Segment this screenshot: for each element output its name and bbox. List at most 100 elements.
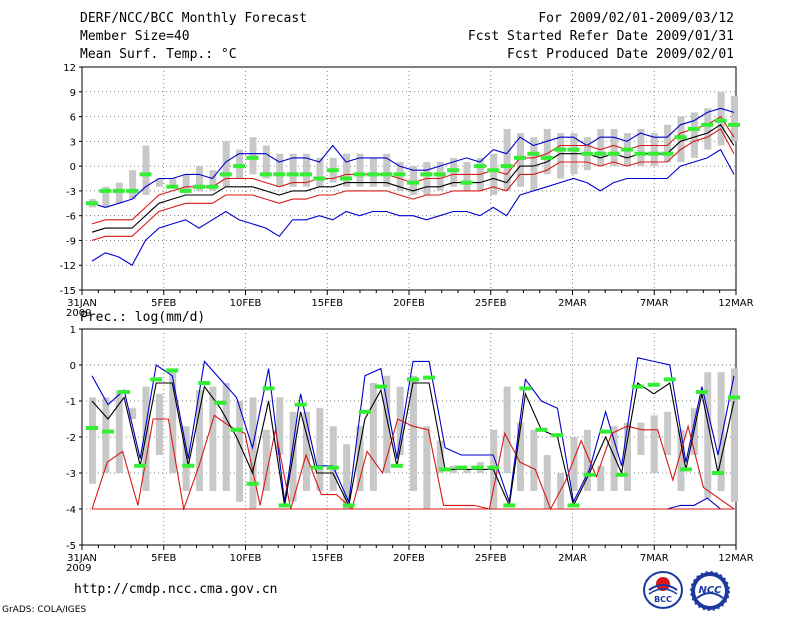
prec-range-box — [597, 465, 605, 491]
prec-outer-low-line — [92, 497, 734, 510]
temp-observed-mark — [99, 188, 112, 193]
temp-observed-mark — [500, 164, 513, 169]
prec-observed-mark — [663, 377, 676, 382]
temp-observed-mark — [580, 151, 593, 156]
temp-observed-mark — [126, 188, 139, 193]
prec-range-box — [356, 426, 364, 491]
bcc-logo: BCC — [641, 570, 685, 610]
temp-ytick-label: 12 — [63, 63, 76, 74]
temp-observed-mark — [366, 172, 379, 177]
temp-range-box — [262, 145, 270, 179]
prec-range-box — [236, 401, 244, 502]
prec-observed-mark — [599, 429, 612, 434]
temp-range-box — [276, 153, 284, 187]
prec-observed-mark — [310, 465, 323, 470]
temp-xtick-label: 20FEB — [393, 298, 425, 309]
temp-observed-mark — [634, 151, 647, 156]
prec-observed-mark — [423, 375, 436, 380]
temp-observed-mark — [554, 147, 567, 152]
temp-observed-mark — [447, 168, 460, 173]
prec-range-box — [677, 429, 685, 491]
temp-observed-mark — [246, 155, 259, 160]
temp-range-box — [517, 133, 524, 187]
temp-observed-mark — [594, 151, 607, 156]
temp-observed-mark — [647, 151, 660, 156]
prec-observed-mark — [583, 472, 596, 477]
prec-range-box — [209, 386, 217, 491]
website-url[interactable]: http://cmdp.ncc.cma.gov.cn — [74, 582, 278, 597]
prec-range-box — [142, 386, 150, 491]
temp-range-box — [543, 128, 551, 175]
temp-observed-mark — [701, 122, 714, 127]
temp-range-box — [503, 128, 511, 191]
temp-range-box — [129, 170, 137, 200]
prec-observed-mark — [262, 386, 275, 391]
temp-observed-mark — [206, 184, 219, 189]
temp-range-box — [169, 178, 177, 187]
prec-range-box — [249, 397, 257, 509]
prec-range-box — [329, 426, 337, 491]
temp-range-box — [664, 124, 672, 162]
prec-observed-mark — [182, 463, 195, 468]
temp-range-box — [155, 178, 163, 187]
temp-range-box — [690, 112, 698, 158]
temp-observed-mark — [300, 172, 312, 177]
temp-range-box — [383, 153, 391, 187]
temp-range-box — [209, 170, 217, 191]
temp-observed-mark — [621, 147, 633, 152]
member-size: Member Size=40 — [80, 29, 190, 44]
bcc-logo-text: BCC — [654, 595, 672, 604]
temp-observed-mark — [179, 188, 192, 193]
temp-range-box — [530, 137, 538, 191]
prec-range-box — [303, 411, 310, 491]
prec-xtick-label: 15FEB — [311, 553, 343, 564]
prec-observed-mark — [374, 384, 387, 389]
prec-range-box — [530, 429, 538, 491]
prec-xtick-label: 10FEB — [230, 553, 262, 564]
prec-range-box — [503, 386, 511, 473]
prec-observed-mark — [358, 409, 371, 414]
temp-observed-mark — [407, 180, 419, 185]
temp-observed-mark — [340, 176, 353, 181]
prec-xtick-label: 31JAN — [67, 553, 97, 564]
prec-range-box — [664, 411, 672, 455]
prec-range-box — [436, 440, 444, 473]
prec-xtick-label: 7MAR — [640, 553, 669, 564]
prec-observed-mark — [246, 481, 259, 486]
temp-range-box — [650, 133, 658, 167]
temp-xtick-label: 2MAR — [558, 298, 587, 309]
temp-observed-mark — [380, 172, 393, 177]
prec-observed-mark — [711, 471, 724, 475]
prec-xtick-label: 5FEB — [151, 553, 176, 564]
prec-range-box — [383, 375, 391, 473]
prec-outer-high-line — [91, 357, 735, 504]
prec-range-box — [637, 422, 645, 455]
temp-observed-mark — [353, 172, 366, 177]
temp-range-box — [490, 153, 498, 196]
prec-observed-mark — [679, 467, 692, 472]
temp-xtick-label: 31JAN — [67, 298, 97, 309]
temp-observed-mark — [286, 172, 299, 177]
prec-observed-mark — [567, 503, 580, 508]
prec-observed-mark — [278, 503, 291, 508]
prec-ytick-label: -5 — [66, 541, 76, 552]
prec-observed-mark — [455, 465, 468, 470]
prec-observed-mark — [198, 381, 211, 385]
prec-range-box — [129, 408, 137, 419]
prec-observed-mark — [519, 386, 532, 391]
prec-observed-mark — [695, 390, 708, 394]
forecast-period: For 2009/02/01-2009/03/12 — [538, 11, 734, 26]
temp-range-box — [677, 116, 685, 162]
temp-ytick-label: 0 — [70, 162, 76, 173]
prec-observed-mark — [390, 463, 403, 468]
temp-outer-high-line — [91, 107, 735, 208]
prec-range-box — [182, 426, 190, 491]
prec-xtick-label: 25FEB — [475, 553, 507, 564]
temp-range-box — [236, 149, 244, 179]
temp-observed-mark — [514, 155, 526, 160]
temp-ytick-label: 6 — [70, 113, 76, 124]
prec-range-box — [517, 422, 524, 491]
temp-observed-mark — [326, 168, 339, 173]
fcst-produced-date: Fcst Produced Date 2009/02/01 — [507, 47, 734, 62]
